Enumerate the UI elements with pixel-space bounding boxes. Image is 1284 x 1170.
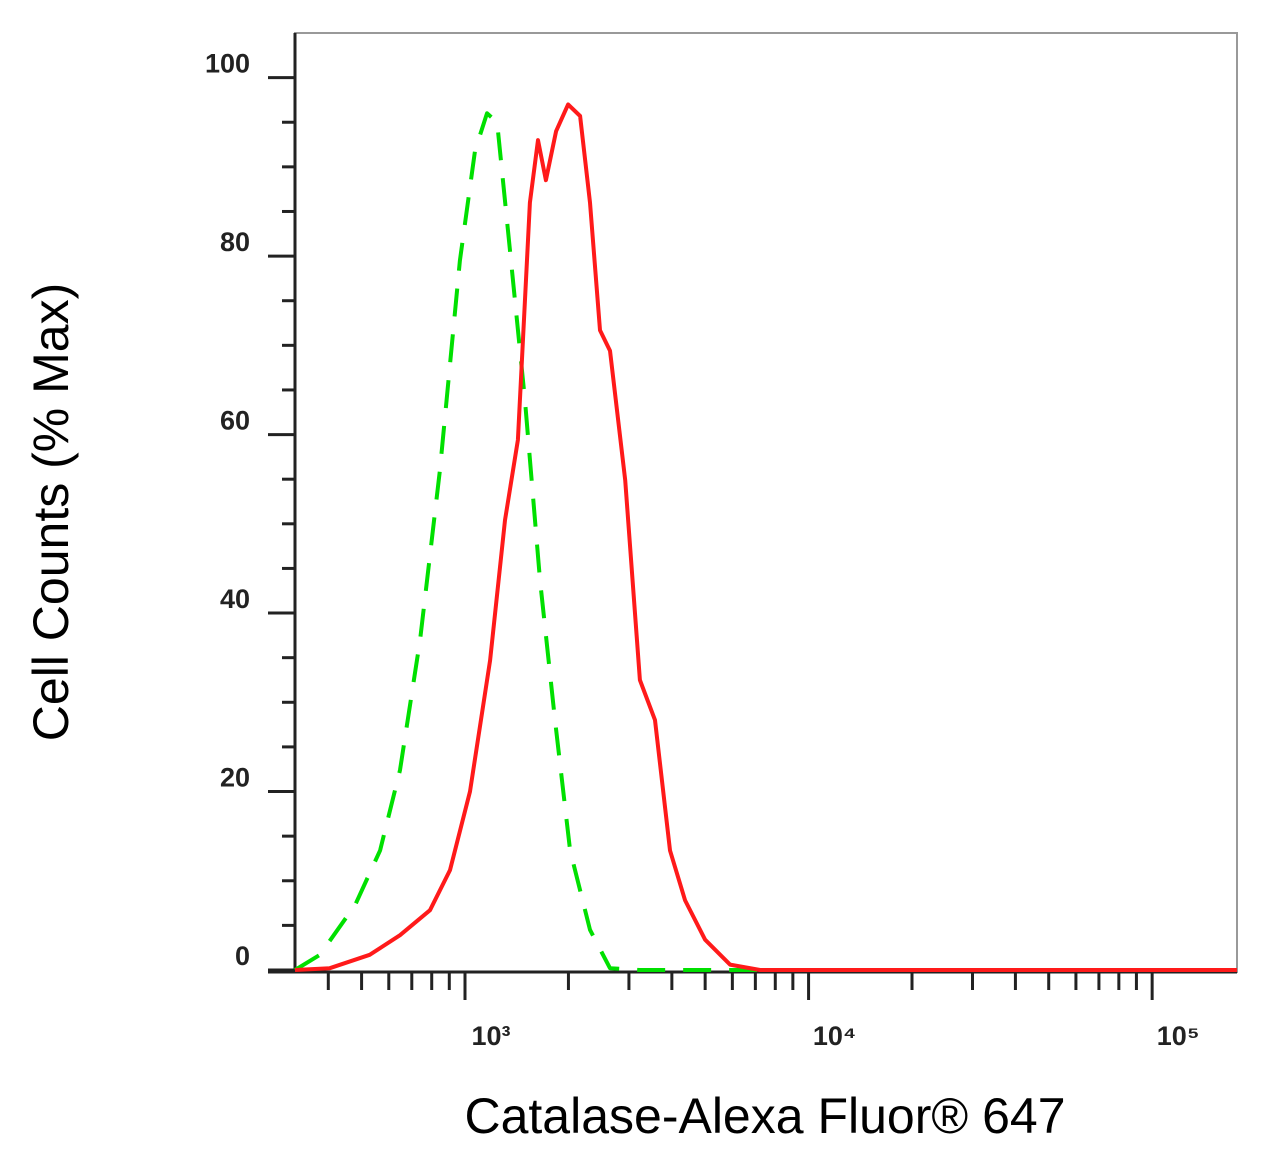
y-tick-label: 20 xyxy=(220,763,250,793)
series-line xyxy=(293,111,1237,972)
y-tick-label: 0 xyxy=(235,941,250,971)
series-line xyxy=(294,102,1237,972)
plot-frame xyxy=(294,32,1238,973)
y-tick-label: 100 xyxy=(205,49,250,79)
x-axis-label: Catalase-Alexa Fluor® 647 xyxy=(464,1088,1065,1144)
x-tick-label: 10⁵ xyxy=(1157,1021,1200,1051)
y-tick-label: 80 xyxy=(220,227,250,257)
x-tick-label: 10³ xyxy=(471,1021,510,1051)
y-tick-label: 60 xyxy=(220,406,250,436)
y-axis-label: Cell Counts (% Max) xyxy=(23,283,79,741)
y-tick-label: 40 xyxy=(220,584,250,614)
x-tick-label: 10⁴ xyxy=(813,1021,856,1051)
